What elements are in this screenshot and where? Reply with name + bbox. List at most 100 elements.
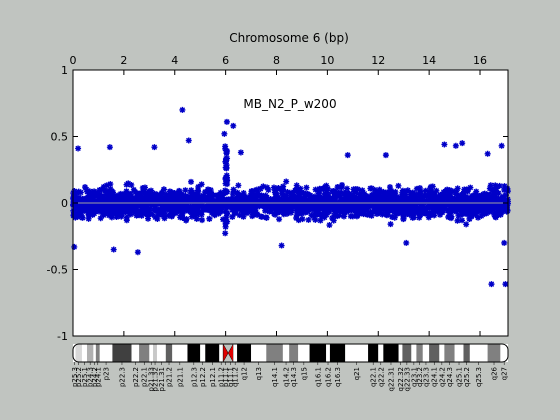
- data-point: [179, 214, 186, 221]
- data-point: [258, 194, 265, 201]
- band-label: q25.3: [475, 367, 483, 387]
- band-label: p24.1: [94, 367, 102, 387]
- data-point: [495, 211, 502, 218]
- data-point: [481, 195, 488, 202]
- data-point: [236, 204, 243, 211]
- data-point: [198, 196, 205, 203]
- data-point: [495, 190, 502, 197]
- band-label: p21.2: [166, 367, 174, 387]
- data-point: [276, 208, 283, 215]
- data-point: [386, 184, 393, 191]
- data-point: [232, 200, 239, 207]
- outlier-point: [110, 246, 117, 253]
- chromosome-band: [282, 344, 290, 362]
- outlier-point: [488, 281, 495, 288]
- data-point: [322, 193, 329, 200]
- chromosome-band: [251, 344, 267, 362]
- data-point: [293, 195, 300, 202]
- data-point: [340, 213, 347, 220]
- data-point: [477, 200, 484, 207]
- chromosome-band: [469, 344, 488, 362]
- data-point: [256, 203, 263, 210]
- data-point: [427, 193, 434, 200]
- data-point: [199, 217, 206, 224]
- data-point: [262, 197, 269, 204]
- data-point: [330, 217, 337, 224]
- data-point: [216, 201, 223, 208]
- data-point: [113, 214, 120, 221]
- outlier-point: [441, 141, 448, 148]
- data-point: [349, 213, 356, 220]
- x-axis: 0 2 4 6 8 10 12 14 16: [70, 54, 487, 336]
- data-point: [109, 203, 116, 210]
- data-point: [359, 187, 366, 194]
- data-point: [149, 211, 156, 218]
- data-point: [128, 181, 135, 188]
- band-label: p25.3: [71, 367, 79, 387]
- data-point: [332, 193, 339, 200]
- data-point: [488, 194, 495, 201]
- outlier-point: [278, 242, 285, 249]
- data-point: [229, 213, 236, 220]
- data-point: [488, 187, 495, 194]
- data-point: [361, 202, 368, 209]
- data-point: [204, 186, 211, 193]
- data-point: [279, 202, 286, 209]
- data-point: [234, 193, 241, 200]
- data-point: [222, 187, 229, 194]
- data-point: [404, 202, 411, 209]
- data-point: [453, 188, 460, 195]
- data-point: [424, 210, 431, 217]
- outlier-point: [221, 130, 228, 137]
- data-point: [370, 208, 377, 215]
- data-point: [404, 210, 411, 217]
- data-point: [280, 192, 287, 199]
- data-point: [488, 201, 495, 208]
- data-point: [297, 204, 304, 211]
- data-point: [498, 210, 505, 217]
- data-point: [284, 189, 291, 196]
- data-point: [106, 212, 113, 219]
- data-point: [95, 200, 102, 207]
- band-label: q23.1: [410, 367, 418, 387]
- data-point: [102, 187, 109, 194]
- data-point: [498, 200, 505, 207]
- data-point: [198, 203, 205, 210]
- data-point: [104, 205, 111, 212]
- data-point: [80, 204, 87, 211]
- data-point: [402, 188, 409, 195]
- data-point: [331, 212, 338, 219]
- data-point: [416, 206, 423, 213]
- data-point: [161, 196, 168, 203]
- data-point: [364, 211, 371, 218]
- data-point: [293, 182, 300, 189]
- data-point: [227, 201, 234, 208]
- chromosome-band: [416, 344, 423, 362]
- chromosome-band: [95, 344, 100, 362]
- chromosome-band: [75, 344, 82, 362]
- data-point: [99, 194, 106, 201]
- data-point: [242, 193, 249, 200]
- data-point: [326, 208, 333, 215]
- data-point: [82, 195, 89, 202]
- data-point: [91, 208, 98, 215]
- data-point: [223, 150, 230, 157]
- data-point: [166, 188, 173, 195]
- data-point: [384, 209, 391, 216]
- data-point: [174, 196, 181, 203]
- data-point: [295, 210, 302, 217]
- outlier-point: [484, 150, 491, 157]
- data-point: [272, 211, 279, 218]
- data-point: [97, 215, 104, 222]
- data-point: [201, 196, 208, 203]
- data-point: [439, 206, 446, 213]
- data-point: [504, 185, 511, 192]
- data-point: [448, 213, 455, 220]
- band-label: q24.1: [431, 367, 439, 387]
- data-point: [422, 205, 429, 212]
- data-point: [223, 197, 230, 204]
- data-point: [241, 203, 248, 210]
- band-label: q21: [353, 367, 361, 380]
- data-point: [266, 201, 273, 208]
- data-point: [272, 189, 279, 196]
